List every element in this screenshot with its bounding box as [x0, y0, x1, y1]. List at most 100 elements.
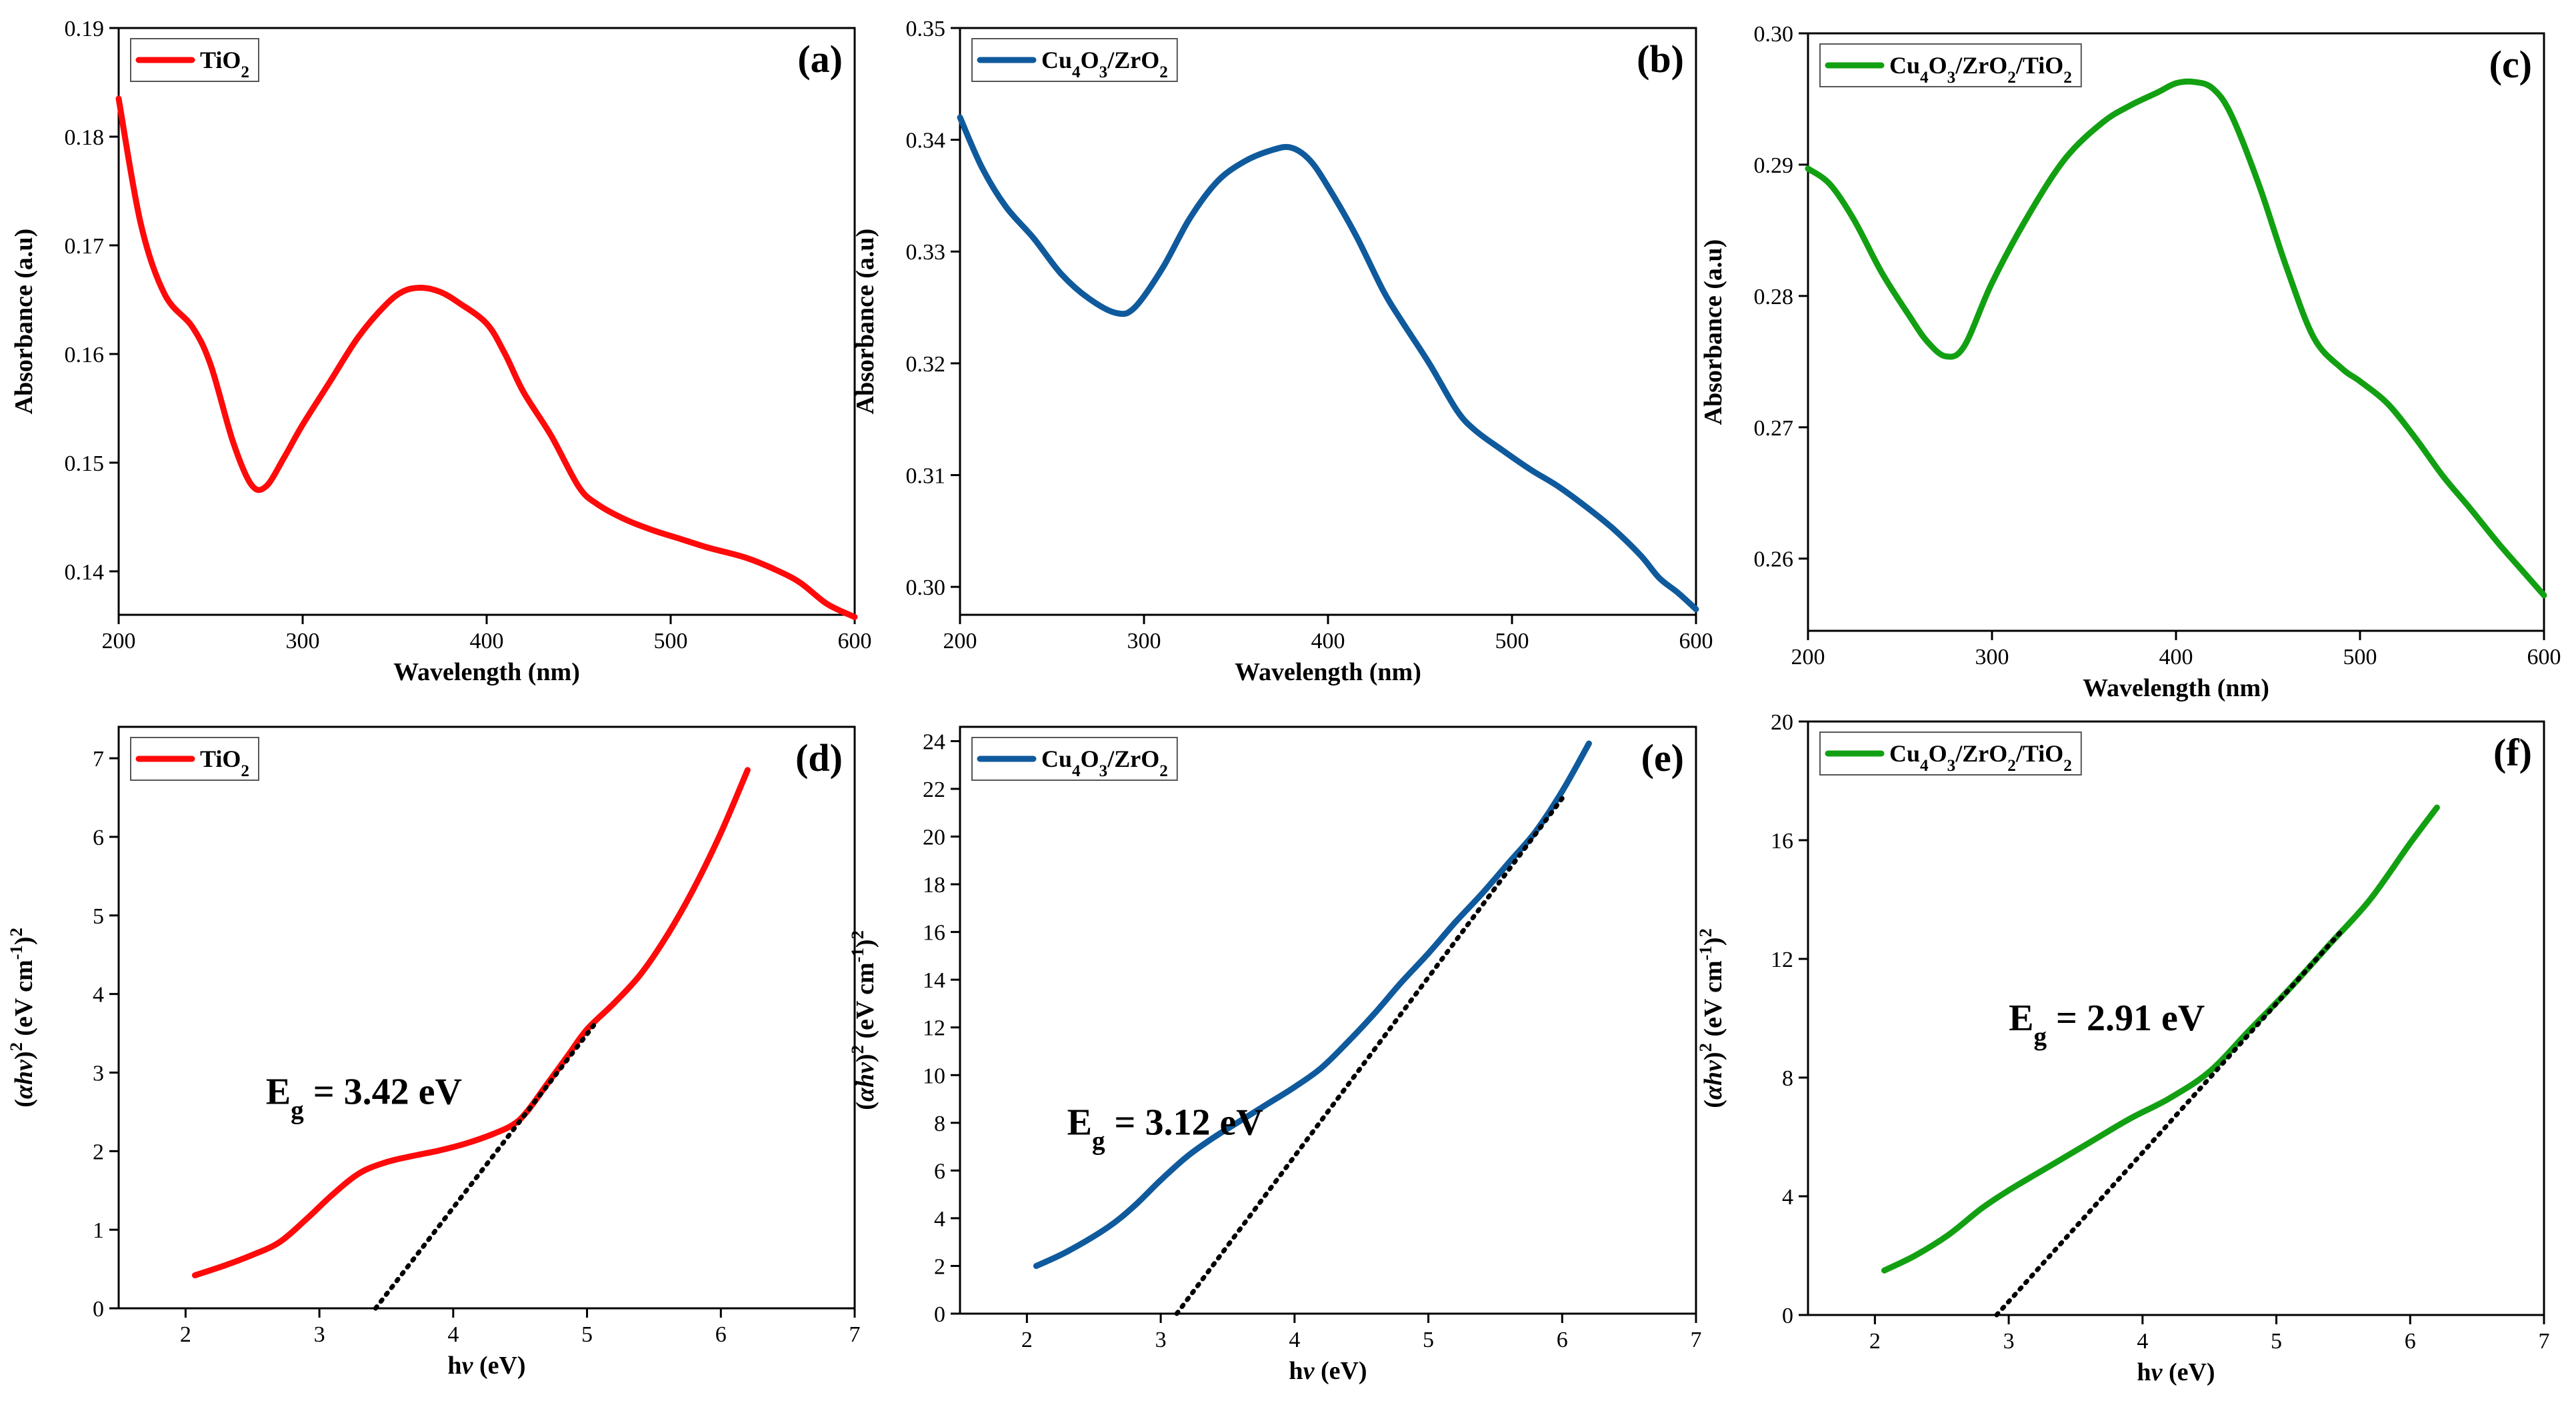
series-line — [1805, 78, 2547, 599]
legend-label-part: 2 — [241, 762, 249, 780]
y-axis-title-part: ) — [10, 937, 38, 946]
y-axis-title-part: 2 — [6, 928, 26, 936]
tangent-line — [1994, 927, 2346, 1318]
y-tick-label: 0.28 — [1754, 285, 1794, 309]
x-tick-label: 5 — [581, 1322, 593, 1347]
x-axis-title: hν (eV) — [1289, 1357, 1367, 1385]
y-axis-title-part: (eV cm — [1699, 960, 1727, 1043]
x-tick-label: 600 — [1679, 629, 1713, 653]
y-tick-label: 0.29 — [1754, 153, 1794, 178]
y-tick-label: 0 — [934, 1302, 945, 1327]
x-axis-title: Wavelength (nm) — [1235, 658, 1421, 686]
panel-label: (e) — [1641, 736, 1684, 780]
x-tick-label: 500 — [2343, 645, 2377, 669]
y-axis-title-part: αhν — [851, 1062, 879, 1102]
x-tick-label: 5 — [1423, 1328, 1434, 1352]
series-line — [191, 767, 751, 1278]
y-axis-title-part: -1 — [6, 945, 26, 960]
band-gap-annotation: Eg = 3.12 eV — [1067, 1102, 1263, 1156]
legend-label-part: TiO — [200, 746, 241, 772]
y-axis-title-part: (eV cm — [10, 960, 38, 1042]
y-axis-title-part: ) — [851, 1054, 879, 1062]
legend-label-part: Cu — [1041, 746, 1072, 772]
band-gap-annotation-part: E — [266, 1072, 291, 1113]
band-gap-annotation-part: g — [291, 1096, 304, 1124]
band-gap-annotation: Eg = 3.42 eV — [266, 1072, 462, 1125]
x-tick-label: 300 — [286, 629, 320, 653]
y-tick-label: 0 — [1782, 1304, 1793, 1328]
band-gap-annotation-part: = 3.42 eV — [304, 1072, 462, 1113]
plot-frame — [117, 726, 856, 1310]
x-tick-label: 500 — [1495, 629, 1529, 653]
x-axis-title-part: h — [447, 1352, 461, 1380]
y-axis-title: Absorbance (a.u) — [10, 229, 38, 415]
x-axis-title-part: ν — [2151, 1358, 2163, 1386]
panel-label: (c) — [2489, 43, 2532, 86]
y-axis-title-part: ) — [10, 1051, 38, 1060]
x-tick-label: 3 — [2003, 1329, 2015, 1354]
x-tick-label: 6 — [1557, 1328, 1568, 1352]
legend-label-part: /TiO — [2015, 740, 2063, 767]
y-tick-label: 0.26 — [1754, 547, 1794, 572]
y-tick-label: 12 — [923, 1016, 945, 1041]
y-tick-label: 0.27 — [1754, 416, 1794, 441]
legend-label-part: TiO — [200, 47, 241, 73]
tangent-line — [373, 1023, 597, 1311]
x-tick-label: 2 — [180, 1322, 191, 1347]
legend-label-part: Cu — [1889, 740, 1920, 767]
y-axis-title-part: ( — [10, 1099, 38, 1108]
legend-label: Cu4O3/ZrO2 — [1041, 47, 1168, 81]
series-line — [1881, 804, 2440, 1274]
x-tick-label: 300 — [1127, 629, 1161, 653]
legend-label-part: 3 — [1099, 762, 1108, 780]
tangent-line — [1174, 796, 1565, 1316]
y-tick-label: 0.16 — [65, 343, 105, 367]
y-tick-label: 20 — [923, 826, 945, 850]
plot-frame — [959, 27, 1697, 616]
legend-label: Cu4O3/ZrO2/TiO2 — [1889, 740, 2072, 775]
y-tick-label: 0.30 — [906, 575, 946, 600]
y-tick-label: 14 — [923, 968, 945, 993]
y-axis-title: Absorbance (a.u) — [1699, 239, 1727, 425]
y-tick-label: 2 — [93, 1140, 104, 1164]
x-tick-label: 4 — [2137, 1329, 2148, 1354]
y-tick-label: 2 — [934, 1254, 945, 1279]
x-axis-title-part: ν — [1303, 1357, 1315, 1385]
x-axis-title: Wavelength (nm) — [393, 658, 580, 686]
panel-label: (b) — [1637, 37, 1684, 81]
y-tick-label: 6 — [93, 826, 104, 850]
legend-label-part: O — [1081, 746, 1099, 772]
legend-label-part: 4 — [1920, 69, 1929, 87]
x-axis-title-part: h — [1289, 1357, 1303, 1385]
x-axis-title: Wavelength (nm) — [2083, 674, 2269, 702]
legend-label-part: 4 — [1920, 757, 1929, 775]
legend-label-part: 2 — [2063, 757, 2072, 775]
y-axis-title-part: 2 — [6, 1042, 26, 1051]
y-axis-title-part: 2 — [1695, 928, 1715, 937]
y-tick-label: 6 — [934, 1159, 945, 1184]
y-tick-label: 0.17 — [65, 234, 105, 259]
y-axis-title-part: 2 — [1695, 1043, 1715, 1052]
y-axis-title-part: αhν — [1699, 1060, 1727, 1100]
y-tick-label: 7 — [93, 747, 104, 772]
y-tick-label: 16 — [923, 921, 945, 946]
y-tick-label: 3 — [93, 1061, 104, 1086]
x-tick-label: 2 — [1869, 1329, 1881, 1354]
y-tick-label: 0.19 — [65, 17, 105, 41]
x-tick-label: 3 — [1155, 1328, 1167, 1352]
x-tick-label: 200 — [102, 629, 136, 653]
series-line — [1033, 740, 1592, 1269]
y-tick-label: 22 — [923, 778, 945, 802]
x-tick-label: 6 — [2405, 1329, 2416, 1354]
x-tick-label: 7 — [2539, 1329, 2550, 1354]
y-tick-label: 4 — [1782, 1185, 1793, 1210]
y-tick-label: 18 — [923, 873, 945, 898]
x-axis-title-part: (eV) — [473, 1352, 525, 1380]
legend-label-part: 2 — [2007, 69, 2016, 87]
x-tick-label: 5 — [2271, 1329, 2282, 1354]
y-tick-label: 0 — [93, 1297, 104, 1322]
x-axis-title-part: (eV) — [2162, 1358, 2215, 1386]
